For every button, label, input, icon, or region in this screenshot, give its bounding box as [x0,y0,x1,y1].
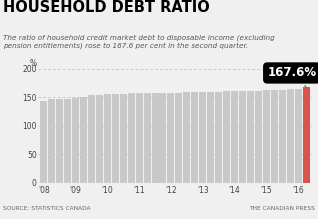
Bar [303,87,310,183]
Bar [48,99,55,183]
Bar [239,91,246,183]
Bar [56,99,63,183]
Bar [64,99,71,183]
Bar [199,92,206,183]
Bar [287,90,294,183]
Bar [223,92,230,183]
Bar [294,89,301,183]
Bar [144,93,151,183]
Bar [104,94,111,183]
Bar [96,95,103,183]
Bar [255,91,262,183]
Bar [247,91,254,183]
Bar [40,101,47,183]
Bar [136,93,143,183]
Bar [271,90,278,183]
Bar [112,94,119,183]
Bar [128,94,135,183]
Text: HOUSEHOLD DEBT RATIO: HOUSEHOLD DEBT RATIO [3,0,210,15]
Bar [183,92,190,183]
Text: SOURCE: STATISTICS CANADA: SOURCE: STATISTICS CANADA [3,206,91,210]
Bar [176,93,182,183]
Bar [207,92,214,183]
Bar [231,92,238,183]
Bar [159,93,167,183]
Text: %: % [29,59,37,68]
Text: 167.6%: 167.6% [267,67,316,87]
Bar [80,97,87,183]
Bar [88,95,95,183]
Bar [191,92,198,183]
Text: THE CANADIAN PRESS: THE CANADIAN PRESS [249,206,315,210]
Bar [279,90,286,183]
Bar [215,92,222,183]
Bar [167,93,174,183]
Bar [120,94,127,183]
Bar [263,90,270,183]
Bar [151,93,158,183]
Bar [72,98,79,183]
Text: The ratio of household credit market debt to disposable income (excluding
pensio: The ratio of household credit market deb… [3,34,275,49]
